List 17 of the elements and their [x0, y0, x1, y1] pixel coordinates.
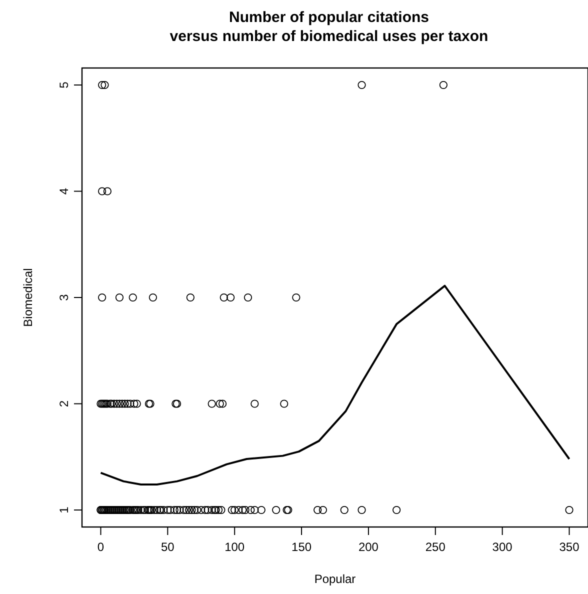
- x-tick-label: 100: [224, 540, 245, 554]
- x-tick-label: 250: [425, 540, 446, 554]
- x-tick-label: 200: [358, 540, 379, 554]
- x-axis-title: Popular: [314, 572, 356, 586]
- chart-title: Number of popular citations versus number of biomedical uses per taxon: [170, 9, 488, 45]
- x-tick-label: 350: [559, 540, 580, 554]
- x-tick-label: 50: [160, 540, 175, 554]
- y-tick-label: 1: [57, 506, 71, 514]
- x-tick-label: 0: [97, 540, 104, 554]
- line-series: [100, 284, 570, 486]
- y-axis-title: Biomedical: [21, 268, 35, 327]
- y-tick-label: 3: [57, 294, 71, 301]
- x-tick-label: 300: [492, 540, 513, 554]
- y-tick-label: 5: [57, 81, 71, 88]
- y-tick-label: 4: [57, 188, 71, 195]
- x-tick-label: 150: [292, 540, 312, 554]
- y-tick-label: 2: [57, 400, 71, 408]
